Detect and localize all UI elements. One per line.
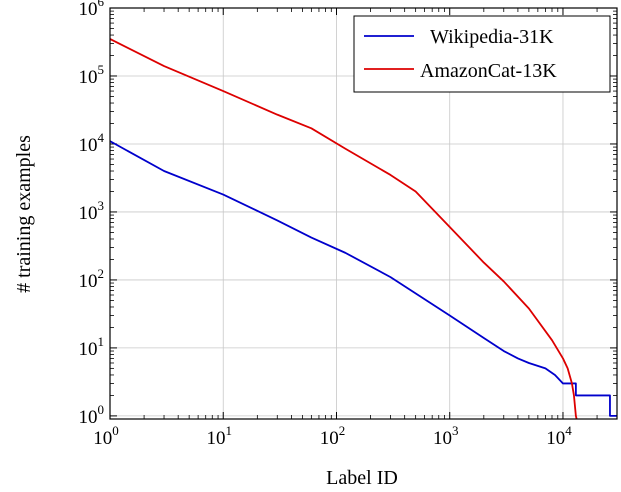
x-tick-base: 10 [206,428,225,449]
y-tick-label: 101 [79,334,105,360]
x-tick-exponent: 2 [339,423,346,438]
y-tick-exponent: 1 [98,334,105,349]
y-axis-title: # training examples [13,135,35,293]
y-tick-base: 10 [79,407,98,428]
legend-label-amazoncat: AmazonCat-13K [420,60,557,82]
y-tick-label: 106 [79,0,105,20]
x-axis-title: Label ID [326,467,398,489]
x-tick-label: 101 [206,423,232,449]
x-tick-base: 10 [433,428,452,449]
series-line-wikipedia-31k [110,140,617,417]
x-tick-label: 103 [433,423,459,449]
x-tick-base: 10 [93,428,112,449]
y-tick-exponent: 6 [98,0,105,9]
plot-frame [109,7,618,420]
y-tick-label: 105 [79,62,105,88]
y-tick-base: 10 [79,67,98,88]
legend-label-wikipedia: Wikipedia-31K [430,26,554,48]
y-tick-exponent: 4 [98,130,105,145]
legend: Wikipedia-31K AmazonCat-13K [353,15,611,93]
x-tick-base: 10 [320,428,339,449]
y-tick-exponent: 2 [98,266,105,281]
y-tick-base: 10 [79,271,98,292]
x-tick-labels: 100 101 102 103 104 [93,423,572,449]
y-tick-label: 103 [79,198,105,224]
legend-box [353,15,611,93]
x-tick-exponent: 1 [225,423,232,438]
x-tick-label: 102 [320,423,346,449]
x-tick-exponent: 4 [565,423,572,438]
x-tick-exponent: 0 [112,423,119,438]
y-tick-base: 10 [79,135,98,156]
x-tick-label: 104 [546,423,572,449]
y-tick-base: 10 [79,203,98,224]
x-tick-label: 100 [93,423,119,449]
y-tick-base: 10 [79,339,98,360]
y-tick-label: 100 [79,402,105,428]
series-line-amazoncat-13k [110,38,578,419]
y-tick-exponent: 5 [98,62,105,77]
y-tick-exponent: 3 [98,198,105,213]
y-tick-label: 102 [79,266,105,292]
y-tick-label: 104 [79,130,105,156]
y-tick-base: 10 [79,0,98,20]
x-tick-exponent: 3 [452,423,459,438]
x-tick-base: 10 [546,428,565,449]
series-layer [110,38,617,419]
y-tick-exponent: 0 [98,402,105,417]
